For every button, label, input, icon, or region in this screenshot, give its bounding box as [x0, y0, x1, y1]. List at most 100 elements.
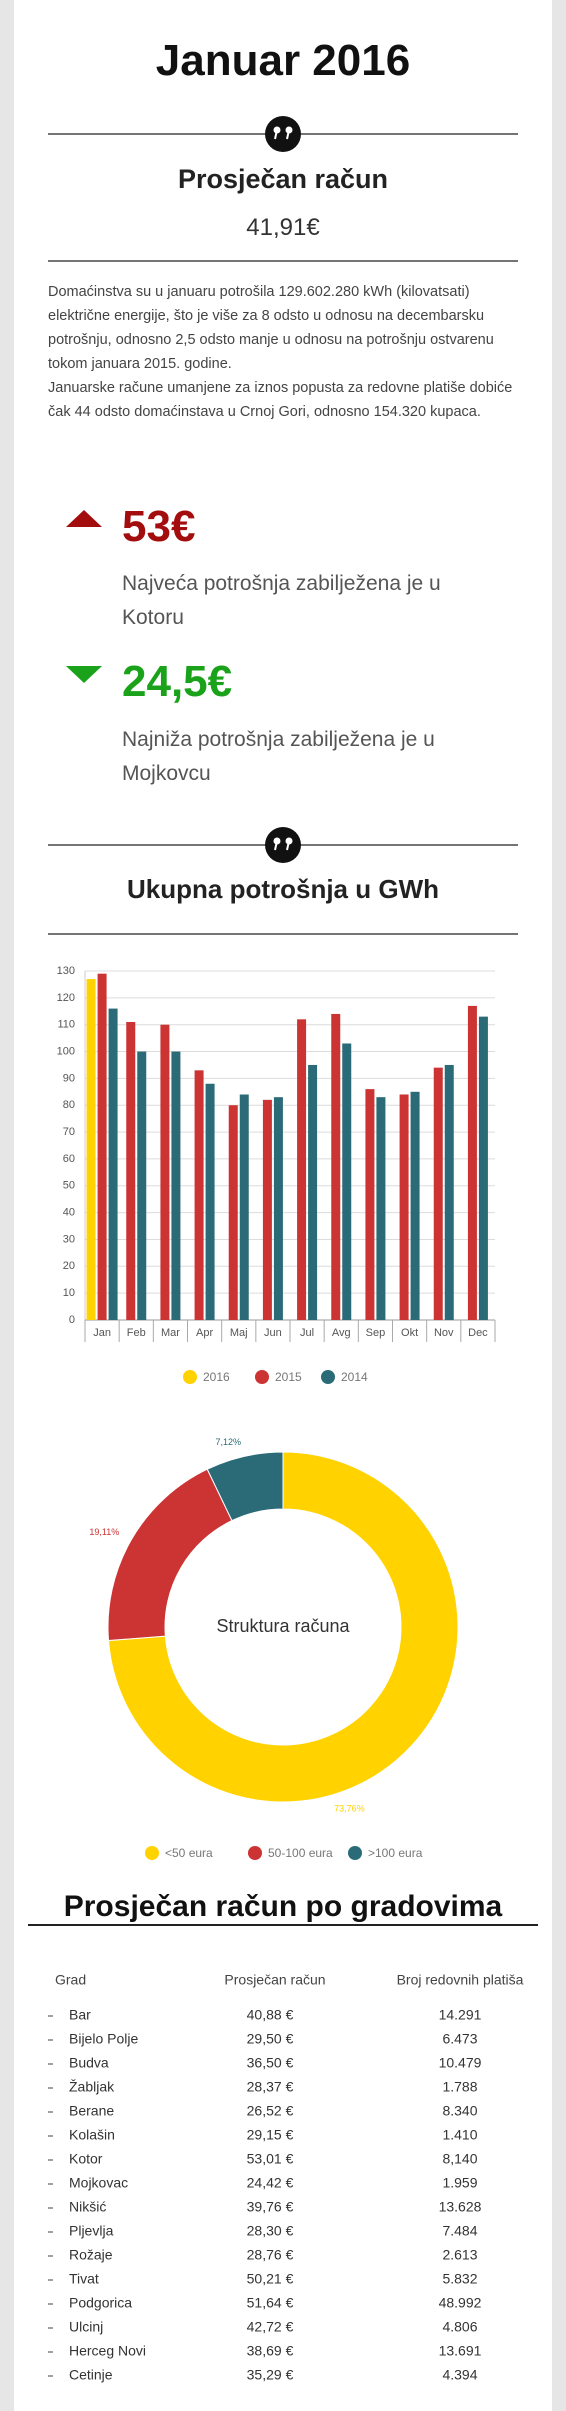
bar — [365, 1089, 375, 1320]
x-tick-label: Avg — [332, 1327, 351, 1339]
legend-swatch — [248, 1846, 262, 1860]
table-cell: 42,72 € — [247, 2319, 294, 2335]
average-value: 41,91€ — [246, 214, 320, 241]
bar — [342, 1043, 352, 1320]
table-cell: 38,69 € — [247, 2343, 294, 2359]
table-cell: 6.473 — [442, 2031, 477, 2047]
table-cell: Berane — [69, 2103, 114, 2119]
table-cell: 28,37 € — [247, 2079, 294, 2095]
data-label: 73,76% — [334, 1803, 365, 1813]
table-cell: 26,52 € — [247, 2103, 294, 2119]
y-tick-label: 70 — [63, 1126, 75, 1138]
legend-swatch — [255, 1370, 269, 1384]
table-title: Prosječan račun po gradovima — [64, 1890, 503, 1923]
donut-segment — [107, 1451, 459, 1803]
bar — [171, 1051, 181, 1320]
down-arrow — [66, 666, 102, 683]
y-tick-label: 90 — [63, 1072, 75, 1084]
table-cell: 29,15 € — [247, 2127, 294, 2143]
x-tick-label: Jul — [300, 1327, 314, 1339]
x-tick-label: Dec — [468, 1327, 488, 1339]
legend-label: >100 eura — [368, 1846, 423, 1860]
table-cell: Nikšić — [69, 2199, 106, 2215]
highlight-value: 24,5€ — [122, 657, 233, 706]
table-cell: 48.992 — [439, 2295, 482, 2311]
bar — [376, 1097, 386, 1320]
description: Domaćinstva su u januaru potrošila 129.6… — [48, 280, 518, 424]
x-tick-label: Okt — [401, 1327, 418, 1339]
x-tick-label: Mar — [161, 1327, 180, 1339]
legend-swatch — [145, 1846, 159, 1860]
column-header: Prosječan račun — [224, 1972, 325, 1988]
bar — [410, 1091, 420, 1320]
y-tick-label: 100 — [57, 1045, 75, 1057]
page-title: Januar 2016 — [155, 36, 411, 85]
y-tick-label: 130 — [57, 965, 75, 977]
table-cell: 5.832 — [442, 2271, 477, 2287]
table-cell: 4.394 — [442, 2367, 477, 2383]
bar — [108, 1008, 118, 1320]
bar — [137, 1051, 147, 1320]
bar — [273, 1097, 283, 1320]
x-tick-label: Feb — [127, 1327, 146, 1339]
x-tick-label: Apr — [196, 1327, 213, 1339]
donut-segment — [107, 1468, 233, 1642]
x-tick-label: Nov — [434, 1327, 454, 1339]
legend-label: 2016 — [203, 1370, 230, 1384]
table-cell: 13.691 — [439, 2343, 482, 2359]
highlight-text: Najveća potrošnja zabilježena je u Kotor… — [122, 572, 441, 629]
bar — [262, 1099, 272, 1320]
table-cell: 8,140 — [442, 2151, 477, 2167]
bar — [97, 973, 107, 1320]
legend-label: 2014 — [341, 1370, 368, 1384]
bar — [126, 1022, 136, 1320]
paragraph: Domaćinstva su u januaru potrošila 129.6… — [48, 284, 494, 372]
table-cell: 10.479 — [439, 2055, 482, 2071]
table-cell: 51,64 € — [247, 2295, 294, 2311]
bar — [478, 1016, 488, 1320]
table-cell: 14.291 — [439, 2007, 482, 2023]
y-tick-label: 110 — [57, 1019, 75, 1031]
bar — [86, 979, 96, 1320]
table-cell: Mojkovac — [69, 2175, 128, 2191]
legend-label: 2015 — [275, 1370, 302, 1384]
bar — [467, 1005, 477, 1320]
table-cell: 35,29 € — [247, 2367, 294, 2383]
table-cell: Rožaje — [69, 2247, 113, 2263]
table-cell: 4.806 — [442, 2319, 477, 2335]
bar — [399, 1094, 409, 1320]
table-cell: 28,76 € — [247, 2247, 294, 2263]
table-cell: 2.613 — [442, 2247, 477, 2263]
bar — [239, 1094, 249, 1320]
table-cell: Bar — [69, 2007, 91, 2023]
x-tick-label: Jun — [264, 1327, 282, 1339]
average-label: Prosječan račun — [177, 164, 389, 194]
y-tick-label: 40 — [63, 1207, 75, 1219]
bar — [444, 1064, 454, 1320]
legend-swatch — [321, 1370, 335, 1384]
charts: 0 10 20 30 40 50 60 70 80 90 100 110 120 130 Jan Feb Mar… — [57, 965, 496, 1860]
column-header: Grad — [55, 1972, 86, 1988]
table-cell: 7.484 — [442, 2223, 477, 2239]
table-cell: 24,42 € — [247, 2175, 294, 2191]
table-cell: 36,50 € — [247, 2055, 294, 2071]
table-cell: 8.340 — [442, 2103, 477, 2119]
highlight-value: 53€ — [122, 502, 196, 551]
table-cell: 40,88 € — [247, 2007, 294, 2023]
bar — [160, 1024, 170, 1320]
legend-label: 50-100 eura — [268, 1846, 333, 1860]
legend-swatch — [183, 1370, 197, 1384]
table-cell: Kotor — [69, 2151, 103, 2167]
table-cell: Ulcinj — [69, 2319, 103, 2335]
table-cell: Bijelo Polje — [69, 2031, 138, 2047]
bar — [433, 1067, 443, 1320]
table-cell: 53,01 € — [247, 2151, 294, 2167]
table-cell: 50,21 € — [247, 2271, 294, 2287]
table-cell: 28,30 € — [247, 2223, 294, 2239]
table: Grad Prosječan račun Broj redovnih platiša… — [48, 1972, 524, 2383]
divider — [48, 827, 518, 863]
up-arrow — [66, 510, 102, 527]
table-cell: Pljevlja — [69, 2223, 114, 2239]
bar — [205, 1083, 215, 1320]
